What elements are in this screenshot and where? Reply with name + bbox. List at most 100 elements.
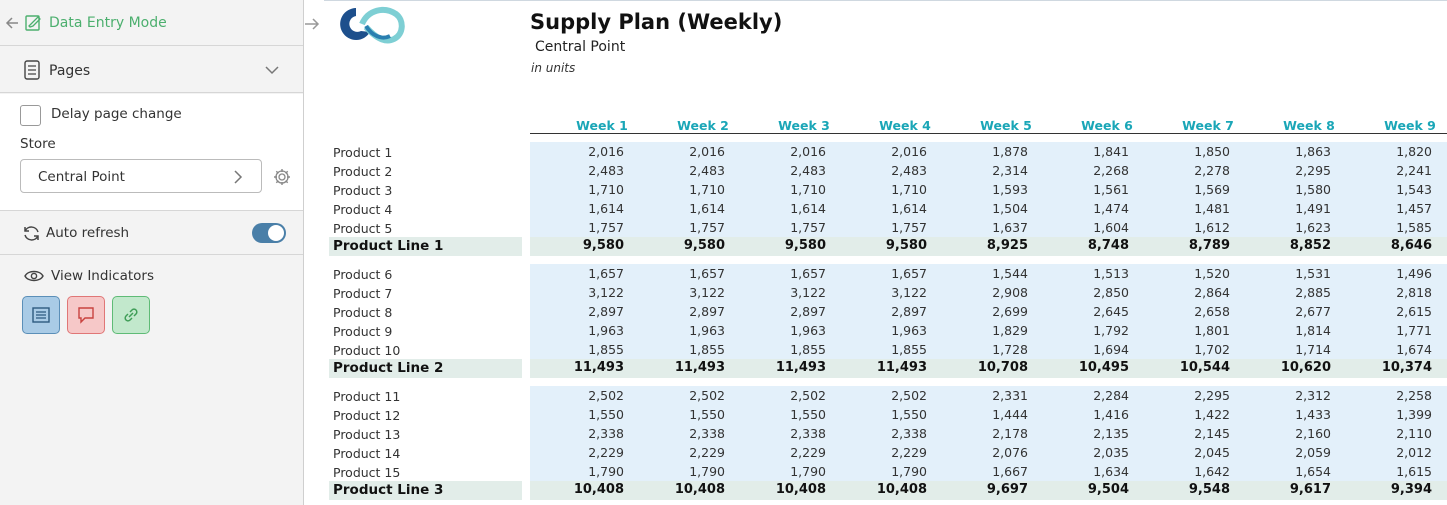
table-cell[interactable]: 1,710 [891,182,927,197]
table-cell[interactable]: 1,878 [992,144,1028,159]
table-cell[interactable]: 3,122 [891,285,927,300]
table-cell[interactable]: 1,634 [1093,464,1129,479]
table-cell[interactable]: 2,483 [588,163,624,178]
table-cell[interactable]: 1,474 [1093,201,1129,216]
table-cell[interactable]: 1,801 [1194,323,1230,338]
table-cell[interactable]: 1,855 [891,342,927,357]
table-cell[interactable]: 1,544 [992,266,1028,281]
table-cell[interactable]: 2,314 [992,163,1028,178]
table-cell[interactable]: 2,864 [1194,285,1230,300]
table-cell[interactable]: 1,642 [1194,464,1230,479]
gear-icon[interactable] [272,167,292,187]
comment-indicator-button[interactable] [67,296,105,334]
store-select[interactable]: Central Point [20,159,262,193]
table-cell[interactable]: 2,284 [1093,388,1129,403]
table-cell[interactable]: 3,122 [790,285,826,300]
table-cell[interactable]: 1,657 [790,266,826,281]
table-cell[interactable]: 1,585 [1396,220,1432,235]
table-cell[interactable]: 2,178 [992,426,1028,441]
table-cell[interactable]: 2,850 [1093,285,1129,300]
table-cell[interactable]: 1,550 [790,407,826,422]
table-cell[interactable]: 1,814 [1295,323,1331,338]
table-cell[interactable]: 1,422 [1194,407,1230,422]
table-cell[interactable]: 1,612 [1194,220,1230,235]
table-cell[interactable]: 1,855 [790,342,826,357]
table-cell[interactable]: 2,897 [891,304,927,319]
table-cell[interactable]: 2,035 [1093,445,1129,460]
table-cell[interactable]: 1,790 [790,464,826,479]
table-cell[interactable]: 1,399 [1396,407,1432,422]
table-cell[interactable]: 2,338 [588,426,624,441]
table-cell[interactable]: 2,268 [1093,163,1129,178]
mode-label[interactable]: Data Entry Mode [49,15,167,31]
table-cell[interactable]: 1,963 [689,323,725,338]
table-cell[interactable]: 1,614 [790,201,826,216]
table-cell[interactable]: 2,699 [992,304,1028,319]
expand-arrow-icon[interactable] [304,16,320,32]
table-cell[interactable]: 1,593 [992,182,1028,197]
table-cell[interactable]: 1,569 [1194,182,1230,197]
table-cell[interactable]: 1,416 [1093,407,1129,422]
table-cell[interactable]: 2,897 [790,304,826,319]
table-cell[interactable]: 2,160 [1295,426,1331,441]
table-cell[interactable]: 1,790 [588,464,624,479]
table-cell[interactable]: 1,963 [891,323,927,338]
table-cell[interactable]: 1,550 [588,407,624,422]
table-cell[interactable]: 1,841 [1093,144,1129,159]
table-cell[interactable]: 1,757 [891,220,927,235]
table-cell[interactable]: 2,885 [1295,285,1331,300]
table-cell[interactable]: 1,513 [1093,266,1129,281]
table-cell[interactable]: 1,444 [992,407,1028,422]
table-cell[interactable]: 1,623 [1295,220,1331,235]
table-cell[interactable]: 2,110 [1396,426,1432,441]
table-cell[interactable]: 2,677 [1295,304,1331,319]
table-cell[interactable]: 1,604 [1093,220,1129,235]
table-cell[interactable]: 1,615 [1396,464,1432,479]
table-cell[interactable]: 1,561 [1093,182,1129,197]
table-cell[interactable]: 2,229 [790,445,826,460]
table-cell[interactable]: 1,457 [1396,201,1432,216]
table-cell[interactable]: 1,963 [790,323,826,338]
table-cell[interactable]: 1,667 [992,464,1028,479]
table-cell[interactable]: 3,122 [689,285,725,300]
table-cell[interactable]: 1,850 [1194,144,1230,159]
pages-section[interactable]: Pages [0,47,303,93]
table-cell[interactable]: 1,771 [1396,323,1432,338]
table-cell[interactable]: 1,855 [689,342,725,357]
back-arrow-icon[interactable] [5,16,19,30]
table-cell[interactable]: 1,657 [689,266,725,281]
table-cell[interactable]: 2,229 [689,445,725,460]
table-cell[interactable]: 2,295 [1295,163,1331,178]
table-cell[interactable]: 2,483 [790,163,826,178]
table-cell[interactable]: 2,615 [1396,304,1432,319]
table-cell[interactable]: 1,550 [689,407,725,422]
table-cell[interactable]: 1,714 [1295,342,1331,357]
table-cell[interactable]: 1,710 [588,182,624,197]
table-cell[interactable]: 2,338 [689,426,725,441]
table-cell[interactable]: 2,658 [1194,304,1230,319]
table-cell[interactable]: 1,657 [891,266,927,281]
table-cell[interactable]: 1,694 [1093,342,1129,357]
table-cell[interactable]: 1,580 [1295,182,1331,197]
table-cell[interactable]: 2,135 [1093,426,1129,441]
table-cell[interactable]: 1,792 [1093,323,1129,338]
table-cell[interactable]: 2,016 [689,144,725,159]
table-cell[interactable]: 2,012 [1396,445,1432,460]
link-indicator-button[interactable] [112,296,150,334]
table-cell[interactable]: 2,016 [588,144,624,159]
table-cell[interactable]: 1,657 [588,266,624,281]
table-cell[interactable]: 1,710 [790,182,826,197]
table-cell[interactable]: 2,502 [588,388,624,403]
table-cell[interactable]: 2,059 [1295,445,1331,460]
table-cell[interactable]: 1,790 [891,464,927,479]
table-cell[interactable]: 3,122 [588,285,624,300]
table-cell[interactable]: 1,550 [891,407,927,422]
table-cell[interactable]: 1,728 [992,342,1028,357]
table-cell[interactable]: 1,829 [992,323,1028,338]
auto-refresh-toggle[interactable] [252,223,286,243]
table-cell[interactable]: 2,278 [1194,163,1230,178]
table-cell[interactable]: 2,502 [790,388,826,403]
chevron-down-icon[interactable] [265,65,279,75]
table-cell[interactable]: 1,710 [689,182,725,197]
table-cell[interactable]: 1,496 [1396,266,1432,281]
